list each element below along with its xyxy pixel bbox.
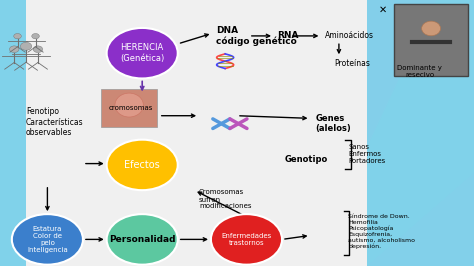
Text: Genotipo: Genotipo <box>284 155 328 164</box>
Ellipse shape <box>107 214 178 265</box>
Text: ✕: ✕ <box>379 4 387 14</box>
FancyBboxPatch shape <box>394 4 468 76</box>
Text: Genes
(alelos): Genes (alelos) <box>315 114 351 133</box>
Ellipse shape <box>12 214 83 265</box>
Polygon shape <box>367 0 436 146</box>
Text: HERENCIA
(Genética): HERENCIA (Genética) <box>120 44 164 63</box>
Ellipse shape <box>20 42 32 50</box>
Ellipse shape <box>422 21 441 36</box>
Ellipse shape <box>32 34 39 39</box>
Text: Proteínas: Proteínas <box>334 59 370 68</box>
Text: RNA: RNA <box>277 31 299 40</box>
Text: cromosomas: cromosomas <box>108 105 153 111</box>
Text: Síndrome de Down.
Hemofilia
Psicopatología
Esquizofrenia,
autismo, alcoholismo
d: Síndrome de Down. Hemofilia Psicopatolog… <box>348 214 415 249</box>
Ellipse shape <box>33 46 43 52</box>
Polygon shape <box>0 0 26 266</box>
Text: Sanos
Enfermos
Portadores: Sanos Enfermos Portadores <box>348 144 386 164</box>
Text: Dominante y
resecivo: Dominante y resecivo <box>397 65 442 78</box>
Ellipse shape <box>107 140 178 190</box>
Ellipse shape <box>107 28 178 78</box>
Ellipse shape <box>211 214 282 265</box>
Text: Fenotipo
Características
observables: Fenotipo Características observables <box>26 107 84 137</box>
Text: Personalidad: Personalidad <box>109 235 175 244</box>
Text: Cromosomas
sufren
modificaciones: Cromosomas sufren modificaciones <box>199 189 252 210</box>
Ellipse shape <box>14 34 21 39</box>
Text: Estatura
Color de
pelo
Inteligencia: Estatura Color de pelo Inteligencia <box>27 226 68 253</box>
Text: Efectos: Efectos <box>124 160 160 170</box>
Text: Enfermedades
trastornos: Enfermedades trastornos <box>221 233 272 246</box>
FancyBboxPatch shape <box>101 89 157 127</box>
Ellipse shape <box>9 46 19 52</box>
Text: Aminoácidos: Aminoácidos <box>325 31 374 40</box>
Polygon shape <box>367 0 474 266</box>
Ellipse shape <box>115 93 143 117</box>
Text: DNA
código genético: DNA código genético <box>216 26 296 46</box>
Polygon shape <box>367 173 474 266</box>
